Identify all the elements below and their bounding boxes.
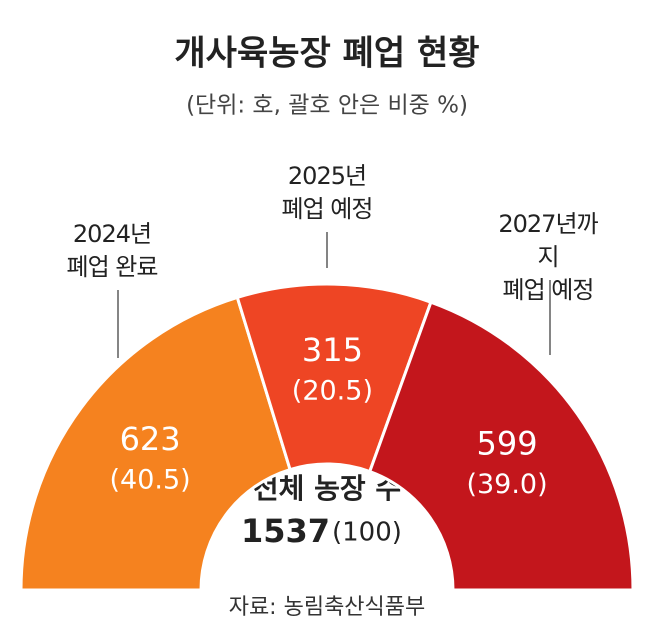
share-label: (39.0): [466, 469, 547, 500]
total-value: 1537: [241, 512, 330, 550]
chart-title: 개사육농장 폐업 현황: [174, 34, 479, 74]
value-label: 623: [120, 420, 181, 458]
share-label: (20.5): [292, 376, 373, 407]
total-share: (100): [332, 518, 402, 548]
slice: [235, 282, 433, 474]
category-label: 2025년 폐업 예정: [281, 162, 374, 223]
center-label: 전체 농장 수: [253, 472, 401, 505]
share-label: (40.5): [110, 465, 191, 496]
category-label: 2027년까지 폐업 예정: [498, 210, 598, 304]
slice: [19, 295, 292, 592]
slice: [367, 300, 635, 592]
chart-subtitle: (단위: 호, 괄호 안은 비중 %): [186, 93, 468, 119]
category-label: 2024년 폐업 완료: [66, 220, 159, 281]
value-label: 599: [477, 425, 538, 463]
value-label: 315: [302, 331, 363, 369]
source: 자료: 농림축산식품부: [229, 595, 426, 620]
